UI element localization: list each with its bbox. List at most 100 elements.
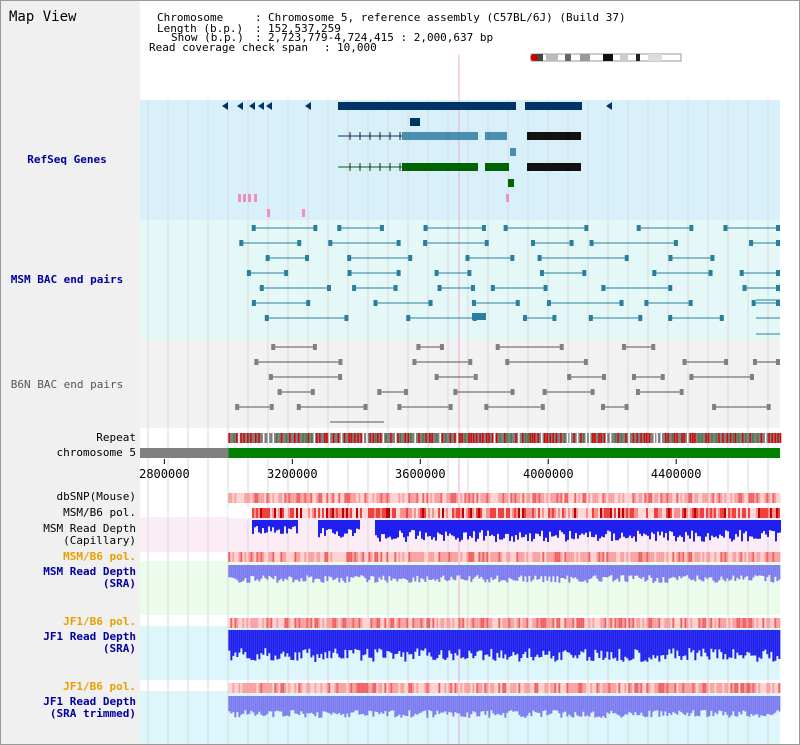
msm-sra-pol-strip — [508, 552, 511, 562]
msm-sra-depth-bar — [582, 565, 585, 582]
jf1-sra-depth-bar — [390, 630, 393, 653]
jf1-trimmed-depth-bar — [630, 696, 633, 714]
jf1-trimmed-pol-strip — [498, 683, 501, 693]
jf1-trimmed-pol-strip — [662, 683, 665, 693]
jf1-pol-strip — [604, 618, 607, 628]
jf1-sra-depth-bar — [652, 630, 655, 656]
track-label-msm-b6-pol[interactable]: MSM/B6 pol. — [63, 506, 136, 519]
track-label-jf1-b6-pol[interactable]: JF1/B6 pol. — [63, 615, 136, 628]
track-label-refseq-genes[interactable]: RefSeq Genes — [27, 153, 107, 166]
jf1-pol-strip — [758, 618, 761, 628]
msm-sra-pol-strip — [422, 552, 425, 562]
jf1-sra-depth-bar — [506, 630, 509, 660]
track-label-b6n-bac[interactable]: B6N BAC end pairs — [10, 378, 124, 391]
jf1-sra-depth-bar — [248, 630, 251, 659]
jf1-sra-depth-bar — [650, 630, 653, 660]
dbsnp-strip — [434, 493, 437, 503]
dbsnp-strip — [352, 493, 355, 503]
msm-capillary-depth-bar — [761, 520, 763, 534]
jf1-pol-strip — [522, 618, 525, 628]
msm-sra-depth-bar — [384, 565, 387, 581]
repeat-element — [522, 433, 524, 443]
msm-sra-depth-bar — [686, 565, 689, 576]
msm-sra-pol-strip — [590, 552, 593, 562]
msm-pol-strip — [554, 508, 556, 518]
bac-end — [689, 225, 694, 231]
msm-capillary-depth-bar — [417, 520, 419, 536]
msm-pol-strip — [400, 508, 402, 518]
dbsnp-strip — [638, 493, 641, 503]
repeat-element — [305, 433, 308, 443]
repeat-element — [729, 433, 732, 443]
msm-pol-strip — [410, 508, 412, 518]
jf1-trimmed-depth-bar — [530, 696, 533, 717]
jf1-trimmed-pol-strip — [386, 683, 389, 693]
jf1-trimmed-depth-bar — [354, 696, 357, 711]
jf1-trimmed-depth-bar — [344, 696, 347, 718]
jf1-trimmed-depth-bar — [386, 696, 389, 717]
jf1-pol-strip — [636, 618, 639, 628]
msm-capillary-depth-bar — [481, 520, 483, 531]
msm-capillary-depth-bar — [561, 520, 563, 533]
msm-pol-strip — [650, 508, 652, 518]
jf1-trimmed-depth-bar — [494, 696, 497, 716]
jf1-sra-depth-bar — [654, 630, 657, 659]
track-label-jf1-depth-sra[interactable]: JF1 Read Depth — [43, 630, 136, 643]
dbsnp-strip — [594, 493, 597, 503]
msm-sra-pol-strip — [768, 552, 771, 562]
msm-capillary-depth-bar — [619, 520, 621, 539]
jf1-sra-depth-bar — [644, 630, 647, 661]
jf1-trimmed-pol-strip — [618, 683, 621, 693]
dbsnp-strip — [350, 493, 353, 503]
jf1-trimmed-pol-strip — [238, 683, 241, 693]
msm-pol-strip — [538, 508, 540, 518]
dbsnp-strip — [754, 493, 757, 503]
repeat-element — [348, 433, 350, 443]
jf1-trimmed-depth-bar — [696, 696, 699, 716]
jf1-trimmed-pol-strip — [500, 683, 503, 693]
jf1-pol-strip — [330, 618, 333, 628]
dbsnp-strip — [310, 493, 313, 503]
msm-capillary-depth-bar — [735, 520, 737, 535]
track-label-msm-depth-sra[interactable]: MSM Read Depth — [43, 565, 136, 578]
track-label-msm-b6-pol-sra[interactable]: MSM/B6 pol. — [63, 550, 136, 563]
jf1-pol-strip — [476, 618, 479, 628]
track-label-dbsnp[interactable]: dbSNP(Mouse) — [56, 490, 136, 503]
track-label-msm-depth-capillary[interactable]: MSM Read Depth — [43, 522, 136, 535]
track-label-jf1-b6-pol-trimmed[interactable]: JF1/B6 pol. — [63, 680, 136, 693]
dbsnp-strip — [388, 493, 391, 503]
msm-sra-depth-bar — [370, 565, 373, 577]
dbsnp-strip — [620, 493, 623, 503]
jf1-pol-strip — [262, 618, 265, 628]
jf1-sra-depth-bar — [760, 630, 763, 659]
track-label-jf1-depth-trimmed[interactable]: JF1 Read Depth — [43, 695, 136, 708]
bac-end — [284, 270, 289, 276]
msm-capillary-depth-bar — [707, 520, 709, 534]
jf1-sra-depth-bar — [586, 630, 589, 661]
msm-sra-depth-bar — [542, 565, 545, 583]
jf1-trimmed-depth-bar — [680, 696, 683, 713]
msm-sra-depth-bar — [716, 565, 719, 583]
track-label-chromosome[interactable]: chromosome 5 — [56, 446, 136, 459]
jf1-trimmed-depth-bar — [312, 696, 315, 715]
msm-pol-strip — [694, 508, 696, 518]
jf1-pol-strip — [512, 618, 515, 628]
jf1-trimmed-pol-strip — [560, 683, 563, 693]
repeat-element — [332, 433, 335, 443]
chromosome-value: Chromosome 5, reference assembly (C57BL/… — [268, 11, 626, 24]
msm-capillary-depth-bar — [340, 520, 342, 538]
track-label-repeat[interactable]: Repeat — [96, 431, 136, 444]
msm-sra-pol-strip — [542, 552, 545, 562]
jf1-pol-strip — [408, 618, 411, 628]
jf1-pol-strip — [390, 618, 393, 628]
jf1-trimmed-pol-strip — [346, 683, 349, 693]
jf1-trimmed-pol-strip — [634, 683, 637, 693]
msm-pol-strip — [296, 508, 298, 518]
msm-sra-pol-strip — [686, 552, 689, 562]
msm-pol-strip — [642, 508, 644, 518]
jf1-trimmed-pol-strip — [670, 683, 673, 693]
msm-pol-strip — [396, 508, 398, 518]
track-label-msm-bac[interactable]: MSM BAC end pairs — [10, 273, 124, 286]
jf1-trimmed-pol-strip — [454, 683, 457, 693]
